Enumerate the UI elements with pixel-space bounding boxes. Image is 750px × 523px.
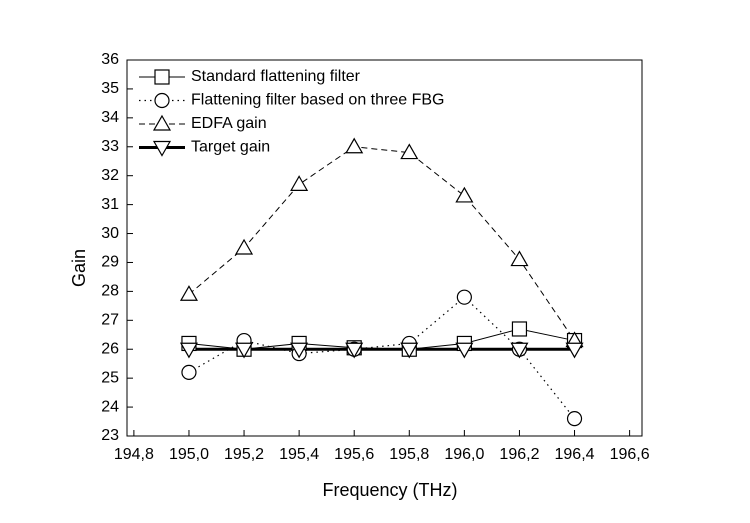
marker (511, 321, 528, 337)
plot-frame (126, 59, 643, 437)
marker (565, 342, 584, 359)
marker (455, 342, 474, 359)
legend-marker (152, 114, 172, 131)
y-axis-label: Gain (69, 249, 89, 287)
marker (510, 342, 529, 359)
marker (400, 342, 419, 359)
x-axis-label: Frequency (THz) (322, 480, 457, 500)
x-tick-label: 195,0 (169, 446, 209, 463)
marker (400, 143, 419, 160)
y-tick-label: 28 (101, 283, 119, 300)
legend-label: Standard flattening filter (191, 68, 361, 85)
x-tick-label: 196,0 (444, 446, 484, 463)
y-tick-label: 33 (101, 138, 119, 155)
x-tick-label: 195,8 (389, 446, 429, 463)
legend-label: Target gain (191, 139, 270, 156)
marker (179, 285, 198, 301)
x-tick-label: 196,2 (499, 446, 539, 463)
x-tick-label: 195,2 (224, 446, 264, 463)
marker (456, 289, 472, 305)
y-tick-label: 24 (101, 398, 119, 415)
y-tick-label: 35 (101, 80, 119, 97)
legend-label: Flattening filter based on three FBG (191, 92, 444, 109)
marker (235, 342, 254, 359)
marker (235, 238, 254, 255)
marker (345, 342, 364, 359)
marker (455, 186, 474, 203)
series-line (188, 146, 575, 341)
y-tick-label: 31 (101, 196, 119, 213)
y-tick-label: 29 (101, 254, 119, 271)
marker (179, 342, 198, 359)
x-tick-label: 195,4 (279, 446, 319, 463)
x-tick-label: 195,6 (334, 446, 374, 463)
y-tick-label: 25 (101, 369, 119, 386)
marker (181, 364, 197, 380)
y-tick-label: 36 (101, 51, 119, 68)
legend-marker (152, 140, 172, 157)
x-tick-label: 196,4 (555, 446, 595, 463)
marker (566, 411, 583, 427)
series-line (188, 296, 575, 420)
y-tick-label: 27 (101, 312, 119, 329)
legend-marker (154, 92, 170, 109)
y-tick-label: 30 (101, 225, 119, 242)
marker (290, 175, 309, 191)
marker (345, 137, 364, 154)
y-tick-label: 34 (101, 109, 119, 126)
y-tick-label: 26 (101, 340, 119, 357)
marker (290, 342, 309, 359)
y-tick-label: 23 (101, 427, 119, 444)
x-tick-label: 196,6 (610, 446, 650, 463)
x-tick-label: 194,8 (114, 446, 154, 463)
legend-label: EDFA gain (191, 115, 267, 132)
legend-marker (154, 69, 170, 85)
marker (510, 250, 529, 267)
y-tick-label: 32 (101, 167, 119, 184)
